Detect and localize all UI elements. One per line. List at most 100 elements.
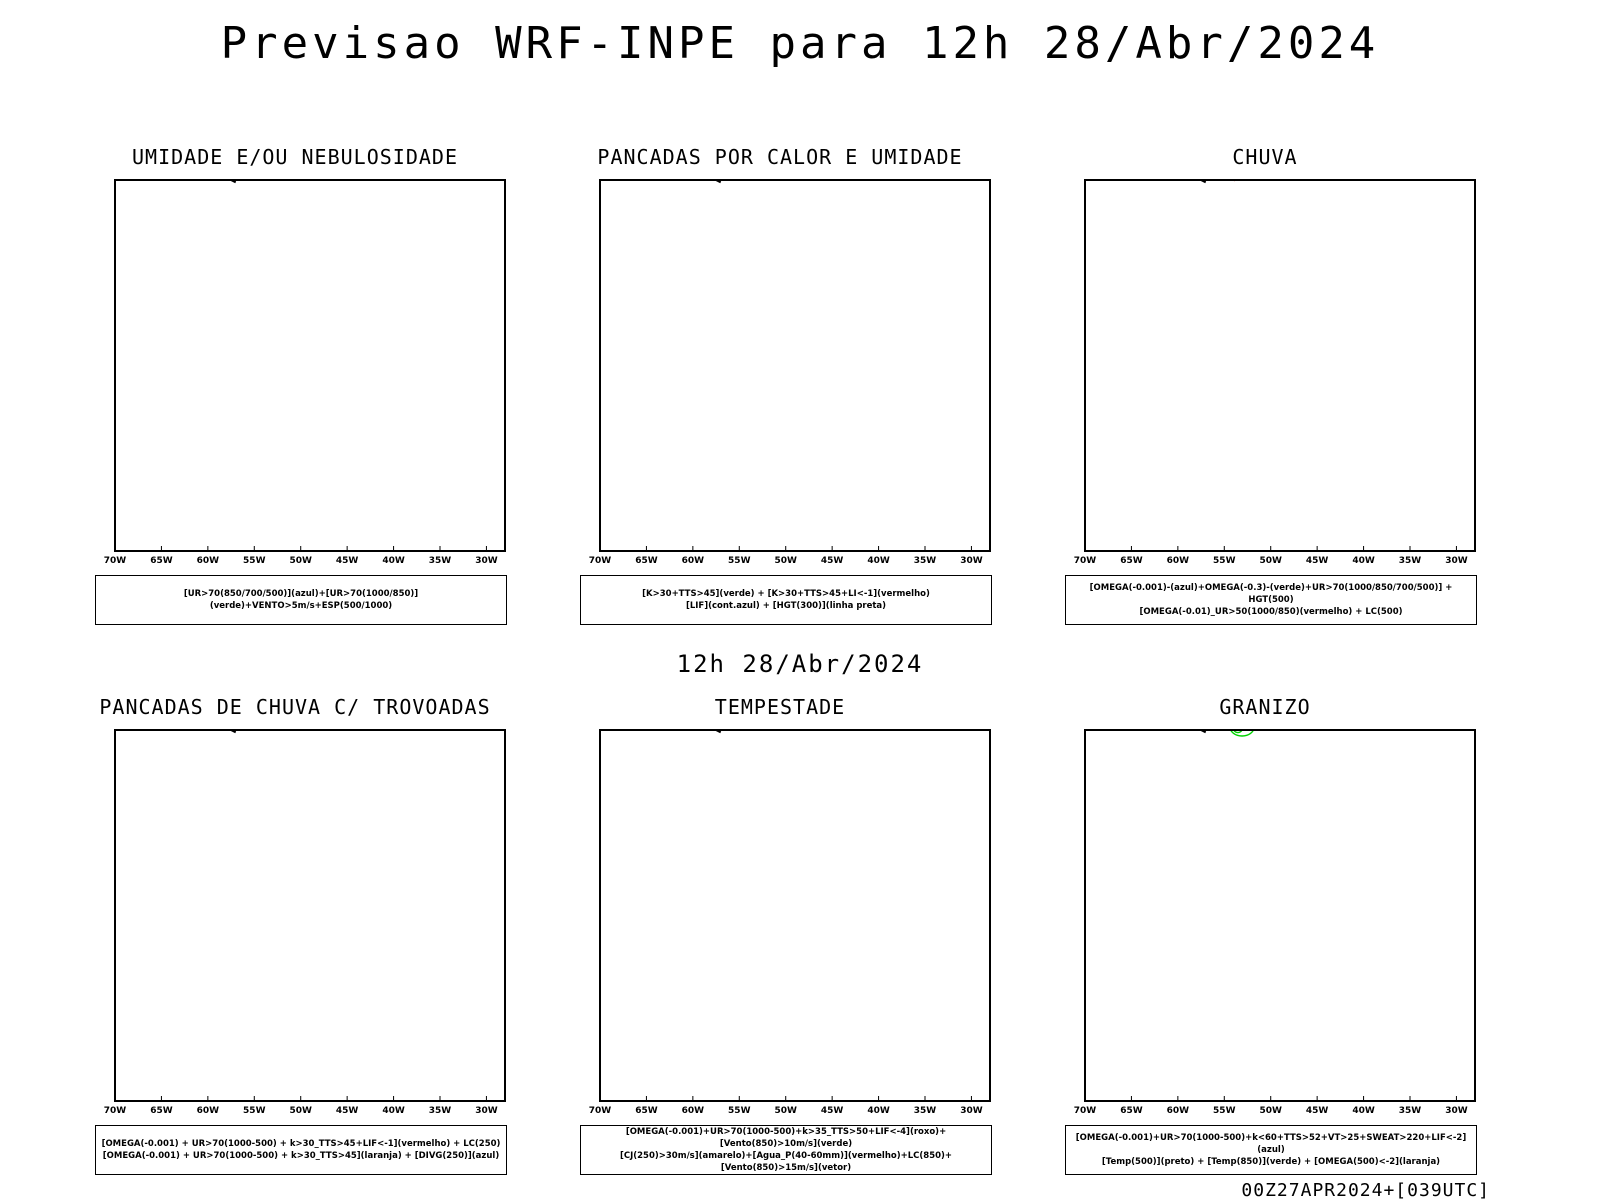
lon-tick-label: 40W (382, 1106, 405, 1116)
panel-legend: [OMEGA(-0.001)-(azul)+OMEGA(-0.3)-(verde… (1065, 575, 1477, 625)
lon-tick-label: 60W (197, 1106, 220, 1116)
map-granizo: -9-12-15-15-18-21-15-1212S15S18S21S24S27… (1050, 725, 1480, 1125)
legend-line: [CJ(250)>30m/s](amarelo)+[Agua_P(40-60mm… (581, 1150, 991, 1174)
lon-tick-label: 35W (914, 556, 937, 566)
map-svg: 5885855795765735705675645615585555525495… (1050, 175, 1480, 575)
lon-tick-label: 50W (1259, 556, 1282, 566)
panel-title: UMIDADE E/OU NEBULOSIDADE (80, 145, 510, 169)
lon-tick-label: 45W (821, 1106, 844, 1116)
lon-tick-label: 60W (1167, 556, 1190, 566)
map-layers: 1012101210121016101610121012100810041000… (80, 175, 510, 551)
lon-tick-label: 35W (1399, 1106, 1422, 1116)
map-background (1085, 730, 1475, 1101)
legend-line: [OMEGA(-0.001)+UR>70(1000-500)+k>35_TTS>… (581, 1126, 991, 1150)
lon-tick-label: 65W (1120, 1106, 1143, 1116)
map-layers: -9-12-15-15-18-21-15-12 (1050, 725, 1480, 1101)
panel-legend: [OMEGA(-0.001)+UR>70(1000-500)+k>35_TTS>… (580, 1125, 992, 1175)
panel-title: PANCADAS DE CHUVA C/ TROVOADAS (80, 695, 510, 719)
lon-tick-label: 45W (336, 556, 359, 566)
lon-tick-label: 50W (774, 556, 797, 566)
map-svg: 9680968096009600952094409360928092009120… (565, 175, 995, 575)
legend-line: [OMEGA(-0.001) + UR>70(1000-500) + k>30_… (96, 1150, 506, 1162)
lon-tick-label: 60W (682, 1106, 705, 1116)
lon-tick-label: 60W (1167, 1106, 1190, 1116)
lon-tick-label: 40W (382, 556, 405, 566)
legend-line: [OMEGA(-0.01)_UR>50(1000/850)(vermelho) … (1066, 606, 1476, 618)
panel-legend: [K>30+TTS>45](verde) + [K>30+TTS>45+LI<-… (580, 575, 992, 625)
panel-trovoadas: PANCADAS DE CHUVA C/ TROVOADAS 12S15S18S… (80, 695, 510, 1165)
rain-cell (1141, 175, 1145, 177)
lon-tick-label: 35W (429, 1106, 452, 1116)
lon-tick-label: 30W (475, 1106, 498, 1116)
lon-tick-label: 50W (774, 1106, 797, 1116)
lon-tick-label: 35W (1399, 556, 1422, 566)
panel-legend: [OMEGA(-0.001) + UR>70(1000-500) + k>30_… (95, 1125, 507, 1175)
lon-tick-label: 45W (1306, 556, 1329, 566)
lon-tick-label: 55W (1213, 1106, 1236, 1116)
legend-line: [K>30+TTS>45](verde) + [K>30+TTS>45+LI<-… (581, 588, 991, 600)
lon-tick-label: 30W (960, 1106, 983, 1116)
panel-pancadas-calor: PANCADAS POR CALOR E UMIDADE 96809680960… (565, 145, 995, 615)
map-background (115, 730, 505, 1101)
lon-tick-label: 45W (336, 1106, 359, 1116)
lon-tick-label: 50W (1259, 1106, 1282, 1116)
lon-tick-label: 30W (475, 556, 498, 566)
lon-tick-label: 55W (243, 556, 266, 566)
lon-tick-label: 55W (1213, 556, 1236, 566)
valid-time-label: 12h 28/Abr/2024 (0, 650, 1600, 678)
lon-tick-label: 35W (429, 556, 452, 566)
map-layers (565, 725, 990, 1101)
lon-tick-label: 55W (728, 1106, 751, 1116)
lon-tick-label: 70W (1074, 1106, 1097, 1116)
map-layers: 5885855795765735705675645615585555525495… (1050, 175, 1478, 551)
lon-tick-label: 50W (289, 556, 312, 566)
map-background (115, 180, 505, 551)
panel-title: PANCADAS POR CALOR E UMIDADE (565, 145, 995, 169)
lon-tick-label: 60W (197, 556, 220, 566)
lon-tick-label: 70W (589, 1106, 612, 1116)
legend-line: [Temp(500)](preto) + [Temp(850)](verde) … (1066, 1156, 1476, 1168)
map-layers (80, 725, 505, 1101)
map-pancadas-calor: 9680968096009600952094409360928092009120… (565, 175, 995, 575)
lon-tick-label: 40W (867, 1106, 890, 1116)
panel-chuva: CHUVA 5885855795765735705675645615585555… (1050, 145, 1480, 615)
legend-line: [LIF](cont.azul) + [HGT(300)](linha pret… (581, 600, 991, 612)
map-background (600, 730, 990, 1101)
panel-granizo: GRANIZO -9-12-15-15-18-21-15-1212S15S18S… (1050, 695, 1480, 1165)
lon-tick-label: 30W (1445, 556, 1468, 566)
lon-tick-label: 65W (1120, 556, 1143, 566)
lon-tick-label: 45W (821, 556, 844, 566)
run-timestamp: 00Z27APR2024+[039UTC] (1241, 1180, 1490, 1201)
lon-tick-label: 30W (1445, 1106, 1468, 1116)
map-layers: 9680968096009600952094409360928092009120… (565, 175, 990, 551)
lon-tick-label: 55W (243, 1106, 266, 1116)
lon-tick-label: 65W (635, 556, 658, 566)
panel-title: GRANIZO (1050, 695, 1480, 719)
lon-tick-label: 60W (682, 556, 705, 566)
map-umidade: 1012101210121016101610121012100810041000… (80, 175, 510, 575)
map-trovoadas: 12S15S18S21S24S27S30S33S36S39S42S70W65W6… (80, 725, 510, 1125)
map-svg: 12S15S18S21S24S27S30S33S36S39S42S70W65W6… (565, 725, 995, 1125)
panel-legend: [UR>70(850/700/500)](azul)+[UR>70(1000/8… (95, 575, 507, 625)
map-tempestade: 12S15S18S21S24S27S30S33S36S39S42S70W65W6… (565, 725, 995, 1125)
map-background (1085, 180, 1475, 551)
lon-tick-label: 70W (104, 1106, 127, 1116)
water-contour (948, 725, 967, 728)
lon-tick-label: 65W (150, 1106, 173, 1116)
lon-tick-label: 65W (635, 1106, 658, 1116)
rain-cell (1126, 175, 1133, 178)
rain-cell (1332, 175, 1337, 178)
lon-tick-label: 70W (104, 556, 127, 566)
panel-title: TEMPESTADE (565, 695, 995, 719)
panel-title: CHUVA (1050, 145, 1480, 169)
rain-cell (1134, 175, 1140, 179)
legend-line: [OMEGA(-0.001)-(azul)+OMEGA(-0.3)-(verde… (1066, 582, 1476, 606)
map-background (600, 180, 990, 551)
lon-tick-label: 40W (1352, 556, 1375, 566)
rain-cell (1234, 175, 1239, 176)
map-chuva: 5885855795765735705675645615585555525495… (1050, 175, 1480, 575)
lon-tick-label: 70W (1074, 556, 1097, 566)
legend-line: [UR>70(850/700/500)](azul)+[UR>70(1000/8… (96, 588, 506, 612)
legend-line: [OMEGA(-0.001) + UR>70(1000-500) + k>30_… (96, 1138, 506, 1150)
page-title: Previsao WRF-INPE para 12h 28/Abr/2024 (0, 18, 1600, 69)
